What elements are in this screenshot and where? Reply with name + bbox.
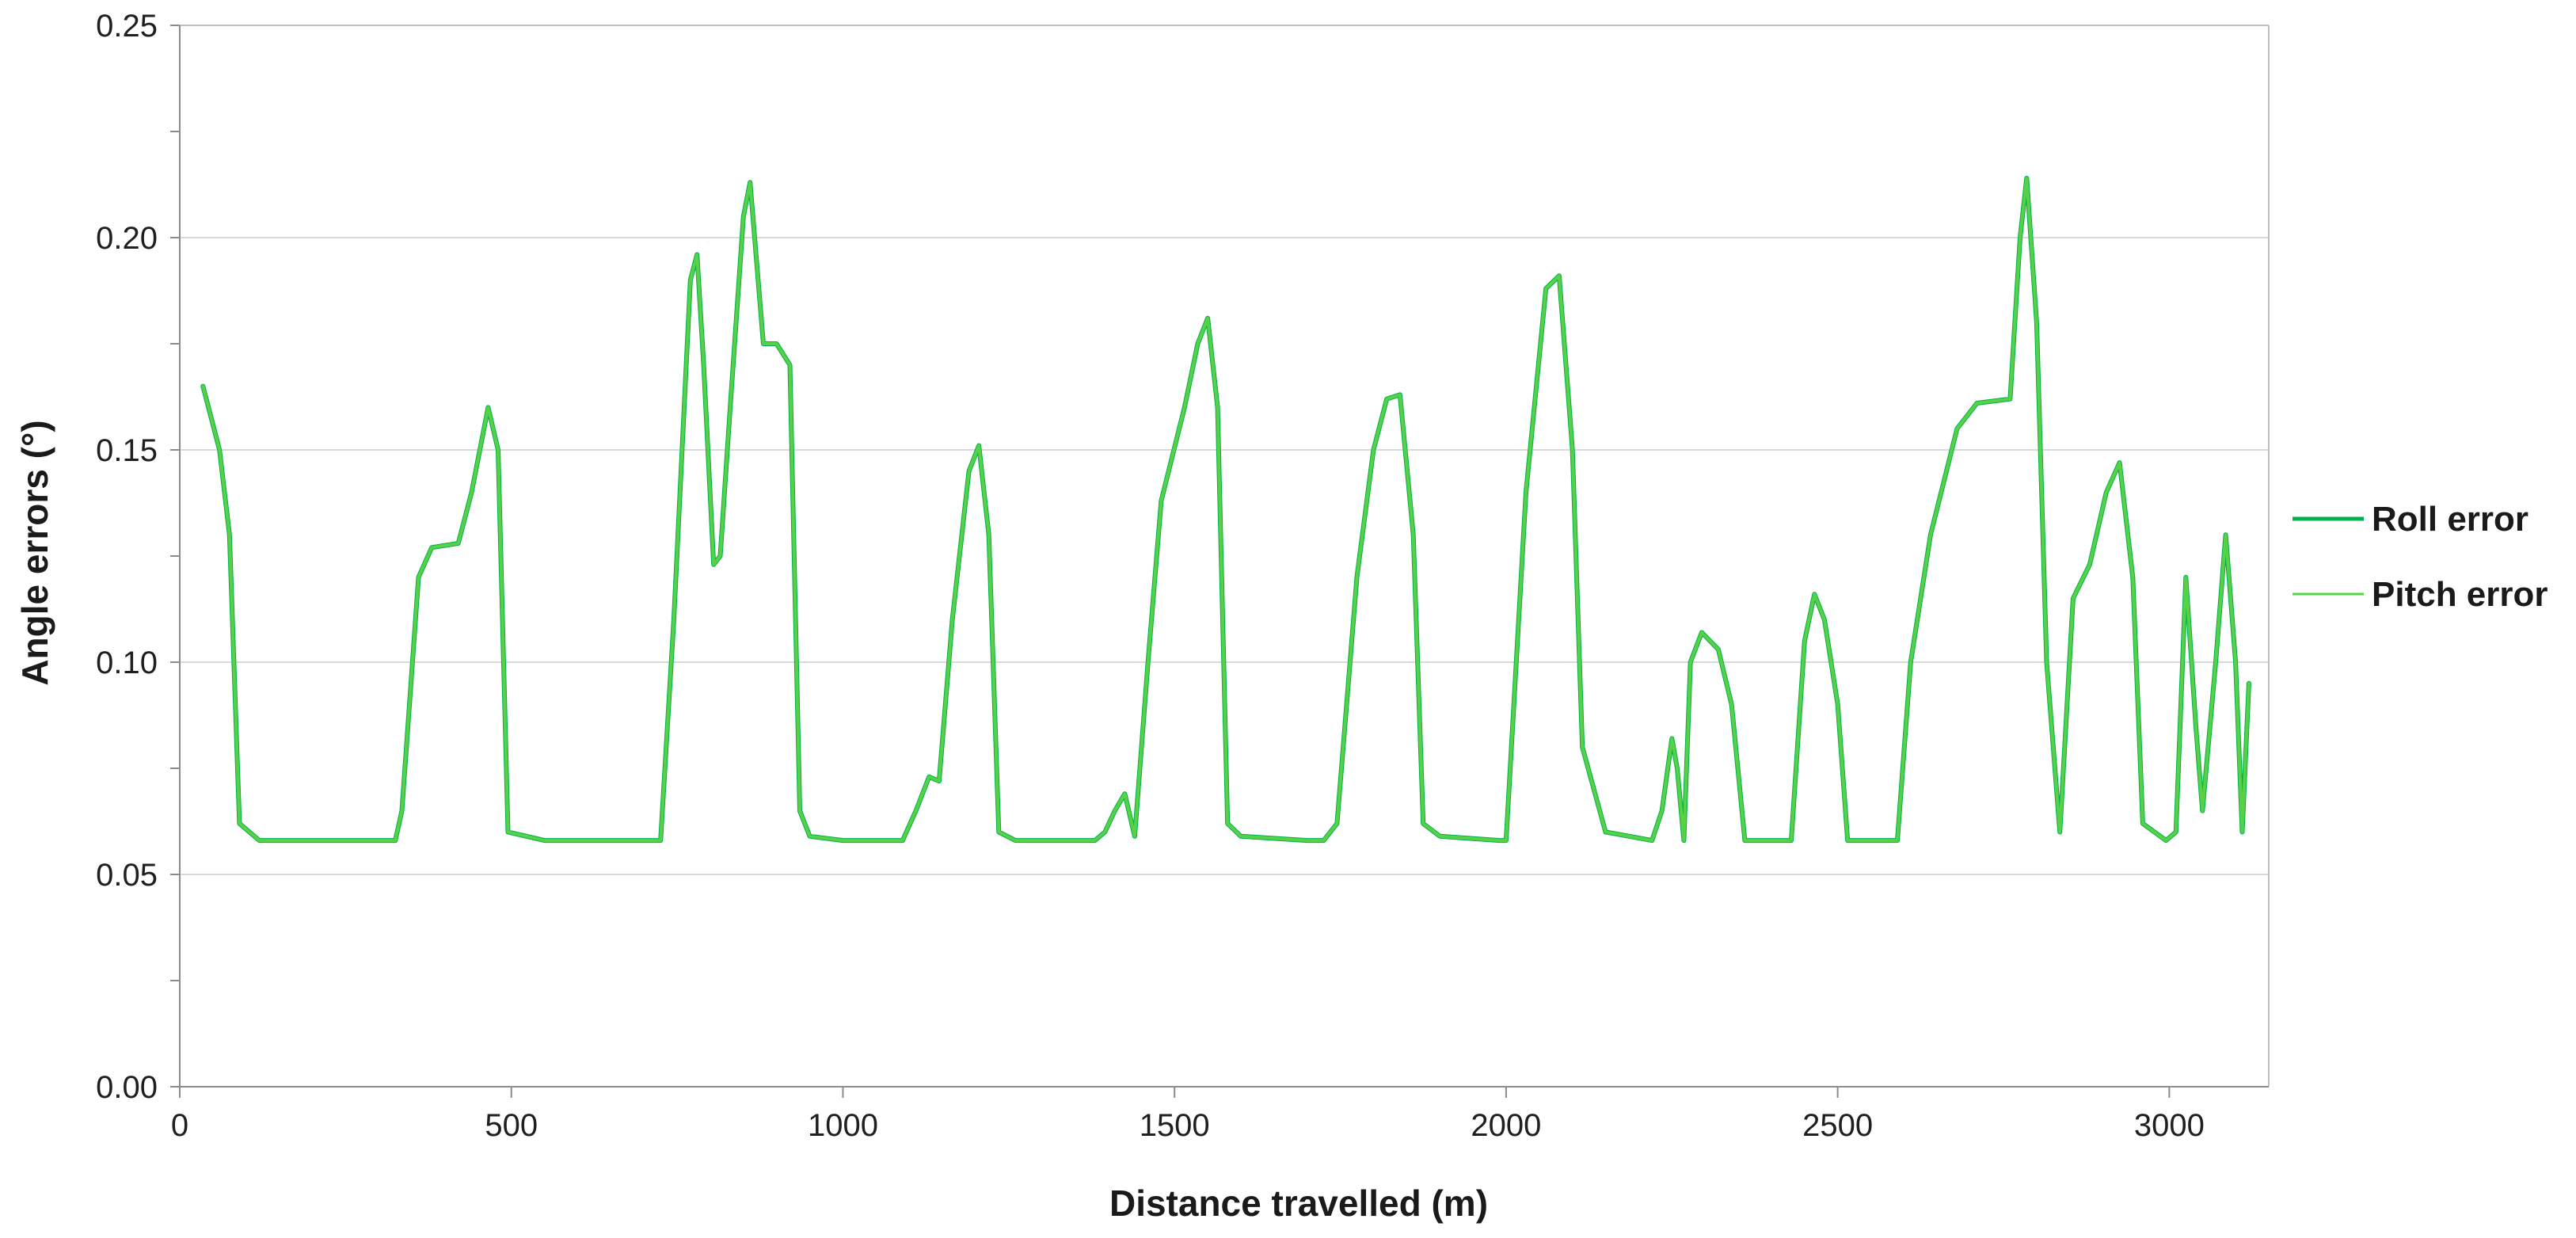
y-tick-label: 0.20 [96,221,158,256]
axes [170,25,2270,1098]
y-tick-label: 0.15 [96,433,158,468]
legend: Roll error Pitch error [2293,500,2548,614]
x-axis-title: Distance travelled (m) [1109,1183,1488,1224]
x-tick-label: 0 [171,1108,188,1143]
x-tick-label: 1500 [1140,1108,1210,1143]
legend-label-pitch-error: Pitch error [2372,575,2548,614]
x-tick-label: 2000 [1471,1108,1541,1143]
y-tick-label: 0.10 [96,646,158,680]
x-tick-label: 500 [485,1108,538,1143]
y-tick-label: 0.05 [96,858,158,893]
x-tick-label: 2500 [1802,1108,1873,1143]
x-tick-label: 1000 [808,1108,878,1143]
tick-labels: 0.00 0.05 0.10 0.15 0.20 0.25 0 500 1000 1500 2000… [96,9,2205,1143]
y-tick-label: 0.25 [96,9,158,44]
x-tick-label: 3000 [2134,1108,2205,1143]
series-line-pitch-error [201,177,2251,843]
legend-label-roll-error: Roll error [2372,500,2528,539]
y-tick-label: 0.00 [96,1070,158,1105]
series-lines [200,176,2251,844]
y-axis-title: Angle errors (°) [14,420,55,685]
